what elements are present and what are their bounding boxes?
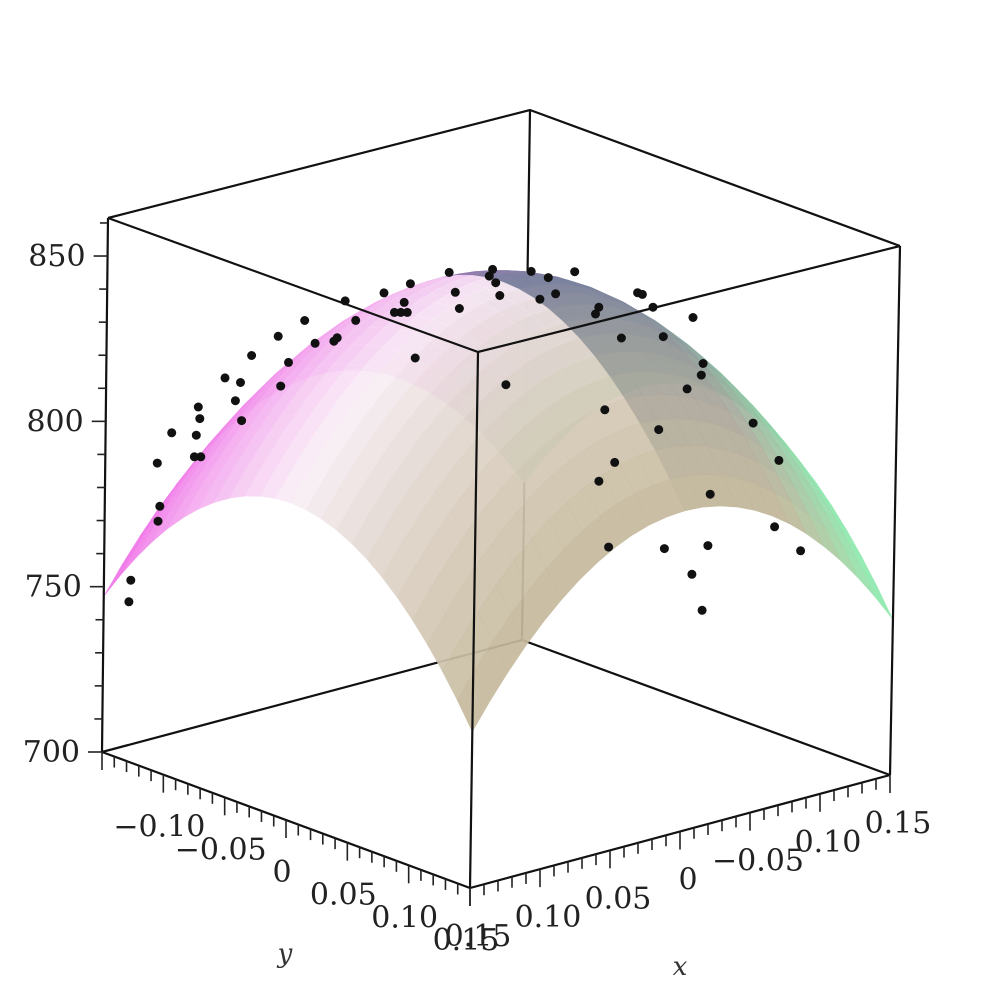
data-point xyxy=(379,288,389,298)
data-point xyxy=(654,425,664,435)
data-point xyxy=(696,370,706,380)
data-point xyxy=(796,546,806,556)
data-point xyxy=(399,297,409,307)
data-point xyxy=(410,353,420,363)
data-point xyxy=(484,271,494,281)
z-tick-label: 750 xyxy=(25,570,82,605)
data-point xyxy=(616,333,626,343)
y-axis-title: y xyxy=(277,939,293,969)
data-point xyxy=(276,381,286,391)
data-point xyxy=(659,544,669,554)
data-point xyxy=(591,309,600,319)
x-tick-label: 0.10 xyxy=(795,825,862,860)
data-point xyxy=(698,359,708,368)
y-axis: −0.10−0.050 0.050.100.15 xyxy=(101,752,500,958)
data-points xyxy=(124,264,806,615)
x-tick-label: −0.05 xyxy=(712,844,804,879)
data-point xyxy=(570,267,580,277)
data-point xyxy=(491,278,501,288)
data-point xyxy=(551,289,561,299)
data-point xyxy=(705,489,715,499)
x-tick-label: 0.15 xyxy=(445,919,512,954)
data-point xyxy=(594,476,604,486)
surface-patch xyxy=(119,526,154,576)
data-point xyxy=(191,430,201,440)
x-axis: 0.150.100.050−0.050.100.15 xyxy=(445,775,932,954)
data-point xyxy=(610,457,620,467)
data-point xyxy=(688,313,698,322)
data-point xyxy=(189,452,199,462)
data-point xyxy=(405,279,415,289)
y-tick-label: 0.10 xyxy=(371,900,438,935)
data-point xyxy=(155,501,165,511)
data-point xyxy=(658,332,668,342)
data-point xyxy=(748,418,758,428)
data-point xyxy=(444,267,454,277)
data-point xyxy=(284,357,293,367)
data-point xyxy=(389,307,399,317)
y-tick-label: −0.05 xyxy=(175,832,267,867)
data-point xyxy=(153,516,163,526)
data-point xyxy=(124,597,134,607)
x-tick-label: 0.05 xyxy=(585,881,652,916)
y-tick-label: 0 xyxy=(272,855,291,890)
data-point xyxy=(637,289,647,299)
x-tick-label: 0.15 xyxy=(865,806,932,841)
data-point xyxy=(310,338,320,348)
data-point xyxy=(697,605,707,615)
data-point xyxy=(402,307,412,317)
data-point xyxy=(703,541,713,551)
x-axis-title: x xyxy=(673,952,688,982)
data-point xyxy=(300,316,310,325)
x-tick-label: 0.10 xyxy=(515,900,582,935)
data-point xyxy=(220,373,230,383)
x-tick-label: 0 xyxy=(678,863,697,898)
data-point xyxy=(152,458,162,468)
y-tick-label: 0.15 xyxy=(433,923,500,958)
fitted-surface xyxy=(104,270,893,733)
data-point xyxy=(770,522,780,532)
data-point xyxy=(126,575,136,585)
y-tick-label: −0.10 xyxy=(113,810,205,845)
surface-patch xyxy=(104,544,139,596)
data-point xyxy=(396,307,406,317)
data-point xyxy=(600,405,610,415)
y-tick-label: 0.05 xyxy=(310,878,377,913)
data-point xyxy=(526,266,536,276)
data-point xyxy=(682,384,692,394)
surface-patch xyxy=(860,565,893,619)
data-point xyxy=(273,331,283,341)
data-point xyxy=(604,542,614,552)
data-point xyxy=(351,315,361,325)
z-tick-label: 800 xyxy=(26,404,83,439)
data-point xyxy=(247,351,257,360)
data-point xyxy=(236,378,245,387)
data-point xyxy=(450,287,460,297)
data-point xyxy=(195,414,205,424)
data-point xyxy=(196,452,206,462)
data-point xyxy=(501,380,511,390)
z-tick-label: 850 xyxy=(28,239,85,274)
data-point xyxy=(594,302,604,312)
data-point xyxy=(535,294,545,304)
data-point xyxy=(167,428,177,438)
data-point xyxy=(495,291,505,300)
data-point xyxy=(774,455,784,465)
data-point xyxy=(230,396,240,406)
data-point xyxy=(237,416,247,426)
data-point xyxy=(488,264,498,274)
z-tick-label: 700 xyxy=(23,735,80,770)
data-point xyxy=(193,402,203,412)
data-point xyxy=(454,304,464,313)
z-axis: 700 750 800 850 xyxy=(23,222,108,770)
data-point xyxy=(543,273,553,283)
data-point xyxy=(687,569,697,579)
data-point xyxy=(332,333,342,343)
